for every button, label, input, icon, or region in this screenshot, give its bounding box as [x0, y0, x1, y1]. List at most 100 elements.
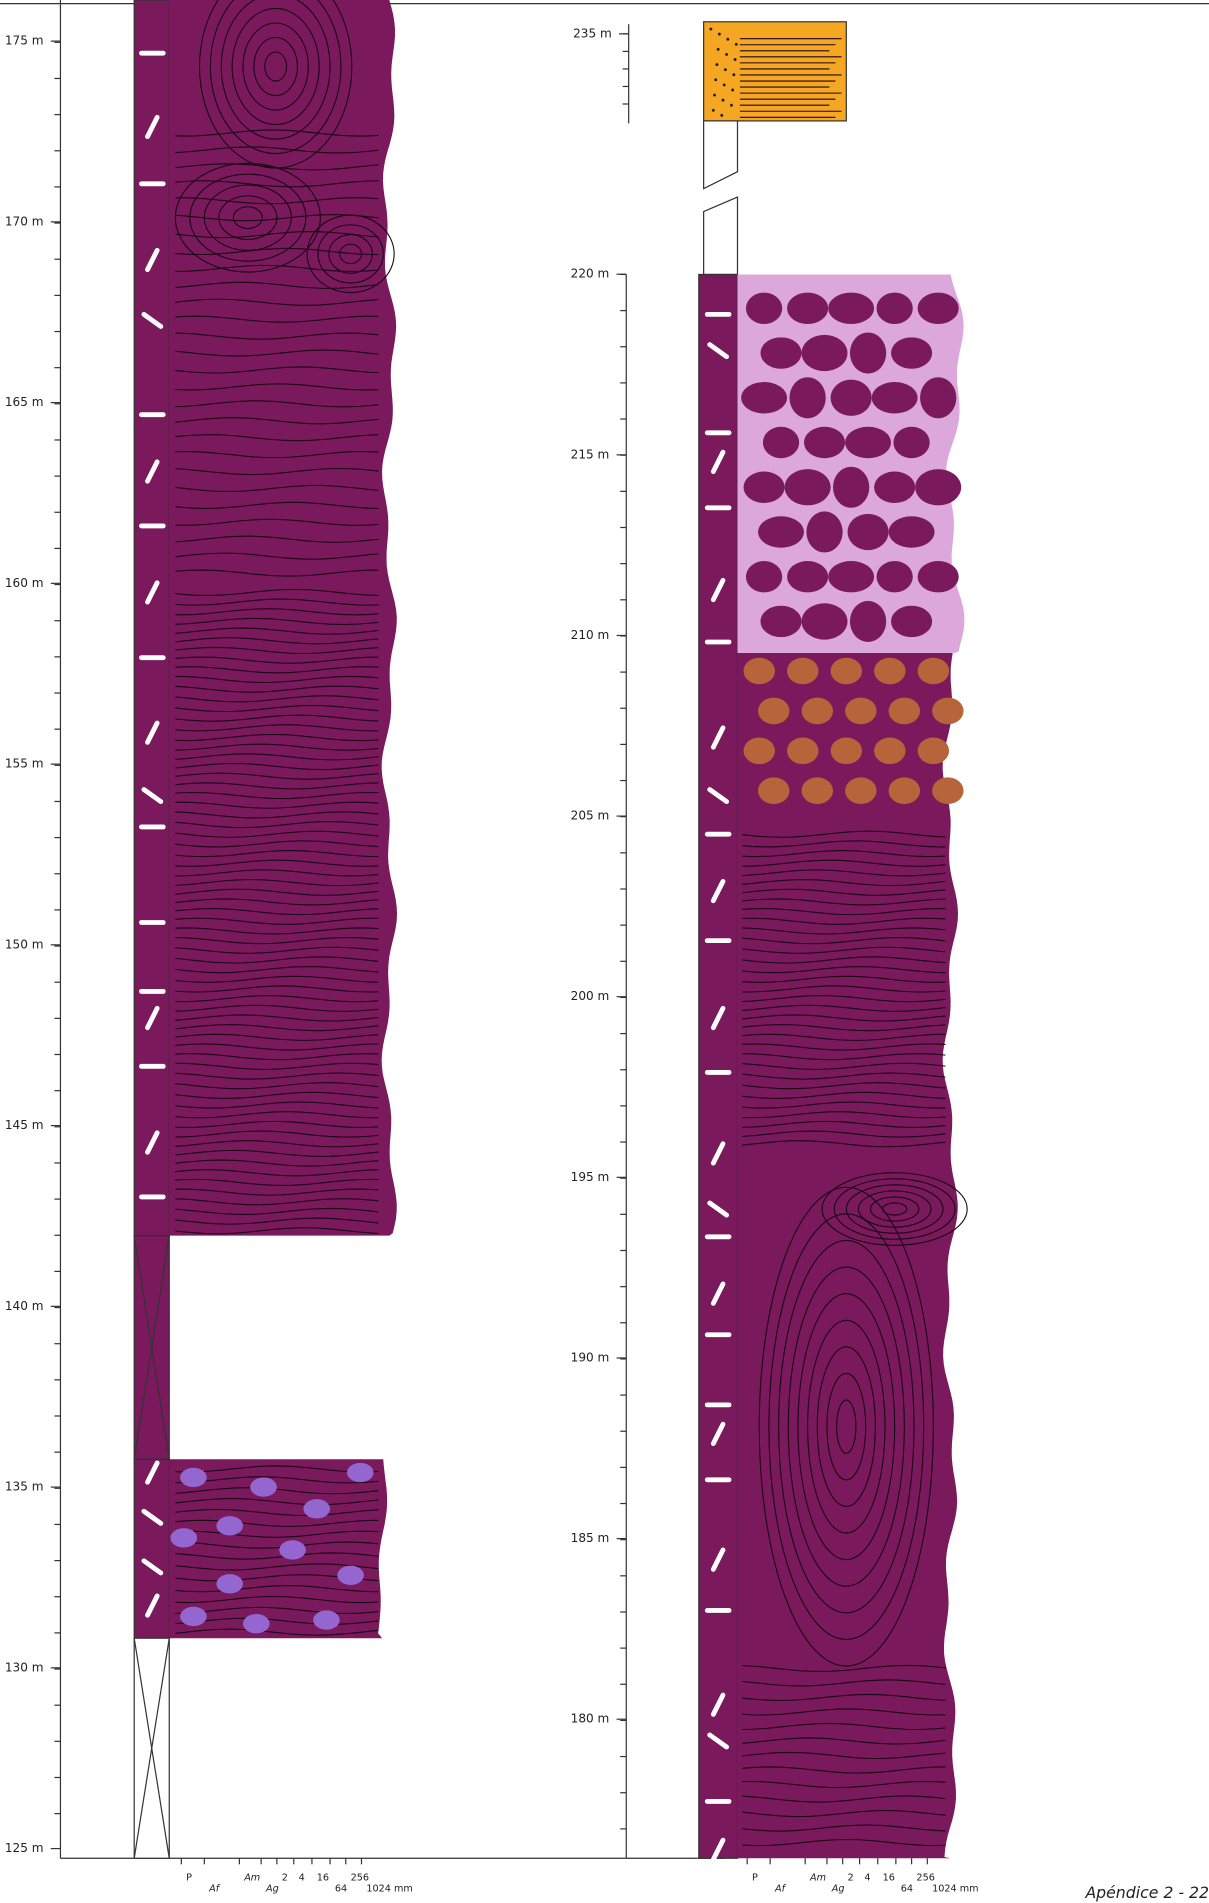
grain-size-label: Am	[809, 1873, 826, 1884]
contorted-lamination	[231, 7, 320, 126]
clast	[932, 697, 964, 725]
contorted-lamination	[198, 0, 353, 169]
lamination	[175, 985, 379, 993]
clast	[833, 466, 870, 508]
grain	[731, 88, 735, 92]
lamination	[175, 264, 379, 272]
lamination	[175, 656, 379, 664]
clast-orientation	[141, 1508, 164, 1526]
depth-label: 150 m	[5, 937, 44, 951]
clast	[801, 603, 848, 640]
contorted-lamination	[220, 0, 331, 140]
lamination	[742, 850, 946, 858]
lamination	[175, 247, 379, 256]
depth-label: 170 m	[5, 214, 44, 228]
lamination	[175, 349, 379, 357]
clast-orientation	[710, 1421, 726, 1446]
clast-orientation	[707, 787, 730, 805]
depth-label: 155 m	[5, 757, 44, 771]
grain	[734, 42, 738, 46]
lamination	[175, 888, 379, 896]
lamination	[742, 859, 946, 867]
clast-orientation	[710, 725, 726, 750]
lamination	[175, 1227, 379, 1235]
contorted-lamination	[264, 51, 288, 82]
grain-size-label: 16	[883, 1873, 895, 1884]
grain-size-label: 64	[335, 1883, 347, 1894]
lamination	[742, 1120, 946, 1128]
lamination	[175, 646, 379, 655]
lamination	[742, 1130, 946, 1138]
lamination	[742, 888, 946, 896]
clast	[917, 737, 950, 765]
depth-label: 195 m	[571, 1170, 610, 1184]
clast	[830, 657, 863, 685]
clast	[180, 1467, 207, 1488]
lamination	[175, 1159, 379, 1167]
lamination	[175, 850, 379, 858]
contorted-lamination	[797, 1293, 896, 1561]
covered-interval	[703, 120, 739, 190]
clast	[216, 1574, 244, 1594]
lamination	[742, 1043, 946, 1051]
clast	[920, 377, 957, 419]
lamination	[742, 1722, 946, 1731]
lamination	[175, 315, 379, 323]
lamination	[175, 332, 379, 340]
clast	[801, 697, 834, 725]
lamination	[742, 1024, 946, 1032]
lamination	[175, 1043, 379, 1051]
contorted-lamination	[253, 36, 298, 97]
clast	[876, 292, 913, 325]
lamination	[175, 1024, 379, 1032]
lamination	[175, 695, 379, 703]
lamination	[742, 1091, 946, 1099]
lamination	[175, 569, 379, 577]
lamination	[742, 1708, 946, 1716]
clast	[243, 1614, 270, 1634]
clast	[806, 511, 843, 553]
lamination	[175, 627, 379, 635]
clast-orientation	[707, 1732, 730, 1750]
clast-orientation	[710, 1837, 726, 1862]
contorted-lamination	[869, 1196, 920, 1222]
lamination	[175, 1541, 379, 1549]
clast-orientation	[707, 342, 730, 360]
lamination	[742, 1101, 946, 1109]
lamination	[175, 163, 379, 171]
contorted-lamination	[787, 1266, 905, 1587]
clast	[787, 560, 829, 593]
lamination	[175, 820, 379, 829]
lamination	[175, 588, 379, 596]
grain-size-label: 4	[299, 1873, 305, 1884]
lamination	[175, 1169, 379, 1177]
clast	[758, 516, 804, 548]
lamination	[742, 869, 946, 877]
depth-label: 165 m	[5, 395, 44, 409]
clast-orientation	[710, 1281, 726, 1306]
lamination	[742, 1140, 946, 1148]
lamination	[175, 1207, 379, 1216]
lamination	[742, 966, 946, 974]
grain-size-label: Af	[208, 1883, 221, 1894]
clast-orientation	[141, 1558, 164, 1576]
contorted-lamination	[807, 1319, 886, 1534]
lamination	[175, 898, 379, 906]
depth-label: 145 m	[5, 1118, 44, 1132]
lamination	[175, 753, 379, 761]
clast	[745, 560, 783, 593]
clast-orientation	[145, 114, 160, 140]
grain-size-label: 4	[864, 1873, 870, 1884]
lamination	[175, 1563, 379, 1571]
lamination	[175, 501, 379, 509]
lamination	[175, 685, 379, 693]
clast	[180, 1606, 207, 1627]
lamination	[175, 840, 379, 848]
clast	[845, 697, 877, 725]
depth-label: 235 m	[573, 26, 612, 40]
grain-size-label: P	[186, 1873, 192, 1884]
breccia-matrix	[737, 274, 965, 653]
lamination	[742, 898, 946, 906]
clast-orientation	[145, 459, 160, 484]
